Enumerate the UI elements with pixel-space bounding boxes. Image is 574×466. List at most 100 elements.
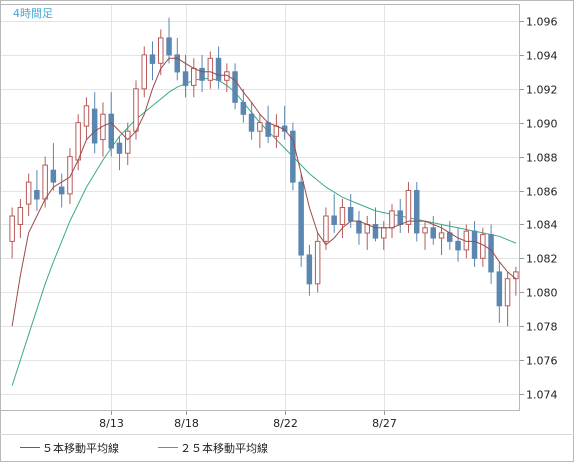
- candle: [100, 102, 106, 157]
- candle-body-up: [257, 122, 263, 132]
- candle: [306, 244, 313, 296]
- candle: [25, 173, 32, 216]
- y-tick-label: 1.088: [526, 152, 558, 165]
- candle-body-up: [323, 215, 329, 242]
- candle: [174, 37, 180, 81]
- candle-body-up: [405, 190, 412, 225]
- candle-body-down: [290, 130, 296, 183]
- y-tick-label: 1.090: [526, 118, 558, 131]
- candle: [372, 207, 379, 242]
- candle: [199, 54, 205, 93]
- candle-body-down: [215, 57, 222, 81]
- plot-frame: [0, 4, 520, 411]
- candle-body-down: [58, 186, 65, 195]
- candle-body-up: [83, 105, 90, 127]
- y-tick-label: 1.092: [526, 84, 558, 97]
- candle-body-up: [480, 234, 486, 259]
- candle-body-down: [91, 108, 98, 144]
- candle: [207, 51, 214, 89]
- y-tick-label: 1.080: [526, 287, 558, 300]
- y-tick-label: 1.076: [526, 355, 558, 368]
- candle-body-up: [504, 278, 511, 307]
- candle: [166, 17, 172, 64]
- candle: [17, 199, 24, 239]
- legend: ５本移動平均線 ２５本移動平均線: [20, 441, 268, 455]
- candle-body-down: [248, 113, 255, 132]
- candle-body-up: [125, 130, 131, 154]
- candle-body-up: [42, 164, 48, 200]
- candle-body-down: [298, 181, 304, 256]
- candle: [422, 221, 428, 250]
- y-tick-label: 1.094: [526, 50, 558, 63]
- candle: [438, 224, 445, 255]
- candle: [471, 221, 478, 267]
- candle: [215, 46, 222, 89]
- candle-body-up: [314, 240, 321, 285]
- candle: [248, 102, 255, 140]
- candle: [504, 271, 511, 327]
- candle: [290, 122, 296, 191]
- candle: [430, 215, 436, 245]
- candle: [496, 261, 503, 323]
- candle-body-up: [191, 67, 197, 86]
- candle-body-down: [174, 54, 180, 73]
- candle-body-up: [141, 54, 147, 90]
- candle-body-up: [158, 37, 164, 64]
- candle: [108, 92, 114, 157]
- legend-item: ５本移動平均線: [20, 441, 119, 455]
- candle-body-up: [9, 215, 15, 242]
- candle-body-down: [430, 227, 436, 239]
- candle-body-down: [265, 122, 271, 137]
- candle-body-down: [306, 254, 313, 285]
- candle-body-down: [149, 54, 156, 64]
- candle-body-down: [397, 210, 403, 225]
- legend-label: ２５本移動平均線: [180, 441, 268, 455]
- candle-body-up: [339, 207, 346, 225]
- candle: [34, 170, 40, 211]
- candle-body-up: [67, 156, 73, 195]
- candle: [91, 92, 98, 154]
- x-tick-label: 8/18: [174, 417, 199, 430]
- candle-body-up: [381, 227, 387, 239]
- candle-body-down: [471, 230, 478, 259]
- candle: [339, 199, 346, 239]
- candle-body-up: [273, 125, 280, 137]
- candles: [9, 17, 519, 327]
- candle: [323, 207, 329, 250]
- candle: [314, 232, 321, 293]
- candle: [83, 97, 90, 140]
- candle-body-up: [207, 57, 214, 81]
- candle-body-up: [389, 210, 395, 229]
- candle-body-down: [372, 224, 379, 239]
- candle-body-up: [100, 113, 106, 141]
- candle-body-up: [17, 207, 24, 225]
- y-tick-label: 1.084: [526, 219, 558, 232]
- candle-body-down: [166, 37, 172, 56]
- candle: [455, 227, 461, 262]
- candle-body-up: [75, 122, 81, 161]
- y-tick-label: 1.078: [526, 321, 558, 334]
- x-axis: 8/13 8/18 8/22 8/27: [99, 411, 397, 430]
- candle: [405, 182, 412, 233]
- candle-body-down: [240, 101, 247, 115]
- candle: [298, 173, 304, 267]
- candle: [149, 41, 156, 81]
- ma5-line: [11, 57, 517, 327]
- y-tick-label: 1.086: [526, 186, 558, 199]
- grid: [0, 4, 520, 411]
- candle-body-down: [347, 207, 354, 222]
- legend-item: ２５本移動平均線: [158, 441, 268, 455]
- candle-body-down: [182, 71, 189, 86]
- candle: [414, 182, 420, 242]
- candle: [158, 29, 164, 76]
- candle-body-down: [414, 190, 420, 234]
- ma25-layer: [11, 78, 517, 386]
- candle: [116, 136, 123, 171]
- legend-label: ５本移動平均線: [42, 441, 119, 455]
- candle: [331, 193, 337, 233]
- candle-body-down: [108, 113, 114, 149]
- candle-body-down: [50, 169, 57, 183]
- candle-body-down: [331, 215, 337, 225]
